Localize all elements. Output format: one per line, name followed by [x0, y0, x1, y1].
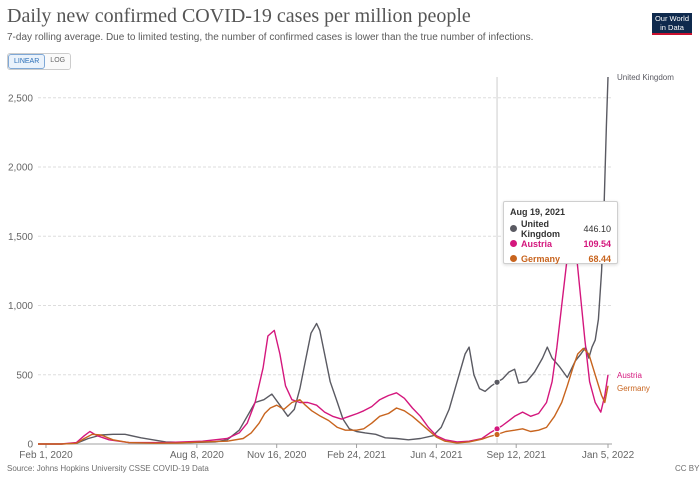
tooltip-name-united-kingdom: United Kingdom: [521, 218, 560, 239]
tooltip-dot-united-kingdom: [510, 225, 517, 232]
x-tick-label: Nov 16, 2020: [247, 450, 307, 461]
chart-title: Daily new confirmed COVID-19 cases per m…: [7, 5, 471, 27]
y-tick-label: 500: [16, 370, 33, 381]
y-tick-label: 2,000: [8, 163, 33, 174]
tooltip-value-germany: 68.44: [588, 253, 611, 264]
series-end-label-united-kingdom: United Kingdom: [617, 73, 674, 82]
y-tick-label: 1,000: [8, 301, 33, 312]
tooltip-name-austria: Austria: [521, 238, 553, 249]
logo-line-1: Our World: [654, 14, 690, 23]
x-tick-label: Jan 5, 2022: [582, 450, 635, 461]
x-tick-label: Feb 1, 2020: [19, 450, 73, 461]
tooltip-row-germany: Germany 68.44: [510, 251, 611, 266]
scale-toggle: LINEAR LOG: [7, 53, 72, 70]
series-line-germany: [38, 347, 609, 445]
logo-line-2: in Data: [660, 22, 684, 32]
x-tick-label: Sep 12, 2021: [486, 450, 546, 461]
series-end-label-austria: Austria: [617, 371, 642, 380]
tooltip-date: Aug 19, 2021: [510, 207, 566, 217]
x-tick-label: Jun 4, 2021: [410, 450, 463, 461]
linear-scale-button[interactable]: LINEAR: [8, 54, 46, 69]
logo-accent-bar: [652, 33, 692, 35]
label-layer: United Kingdom Austria Germany: [617, 73, 674, 393]
hover-point-united-kingdom: [493, 378, 501, 386]
tooltip-dot-germany: [510, 255, 517, 262]
license-link[interactable]: CC BY: [675, 464, 700, 473]
hover-point-austria: [493, 425, 501, 433]
y-tick-label: 1,500: [8, 232, 33, 243]
tooltip-dot-austria: [510, 240, 517, 247]
source-note[interactable]: Source: Johns Hopkins University CSSE CO…: [7, 464, 209, 473]
x-tick-label: Feb 24, 2021: [327, 450, 386, 461]
tooltip-value-united-kingdom: 446.10: [583, 223, 611, 234]
chart-subtitle: 7-day rolling average. Due to limited te…: [7, 32, 534, 43]
tooltip-row-austria: Austria 109.54: [510, 236, 611, 251]
tooltip-value-austria: 109.54: [583, 238, 611, 249]
hover-point-germany: [493, 431, 501, 438]
series-layer: [38, 76, 609, 445]
series-end-label-germany: Germany: [617, 384, 650, 393]
log-scale-button[interactable]: LOG: [45, 54, 71, 69]
y-tick-label: 2,500: [8, 93, 33, 104]
axis-layer: 0 500 1,000 1,500 2,000 2,500 Feb 1, 2020 Aug 8…: [8, 93, 635, 461]
series-line-austria: [38, 235, 609, 445]
tooltip-name-germany: Germany: [521, 253, 561, 264]
y-tick-label: 0: [27, 440, 33, 451]
grid-layer: [38, 97, 612, 445]
x-tick-label: Aug 8, 2020: [170, 450, 224, 461]
owid-logo[interactable]: Our World in Data: [652, 13, 692, 35]
tooltip-row-united-kingdom: United Kingdom 446.10: [510, 218, 611, 239]
hover-tooltip: Aug 19, 2021 United Kingdom 446.10 Austr…: [503, 201, 618, 264]
